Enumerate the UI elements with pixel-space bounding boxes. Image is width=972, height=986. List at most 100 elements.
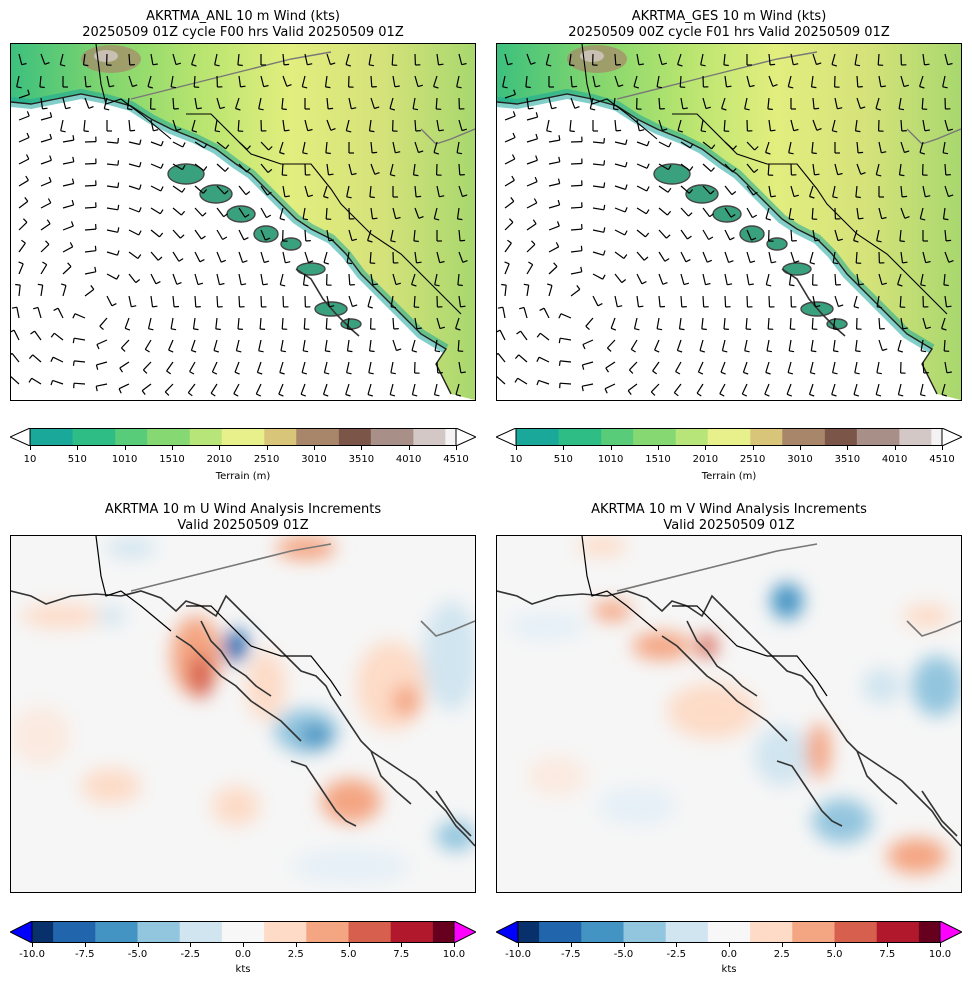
increment-tick-label: 0.0 bbox=[721, 949, 737, 960]
terrain-tick-mark bbox=[266, 446, 268, 450]
terrain-tick-mark bbox=[894, 446, 896, 450]
terrain-tick-label: 3510 bbox=[834, 454, 861, 465]
u-inc-title-line1: AKRTMA 10 m U Wind Analysis Increments bbox=[104, 502, 382, 517]
increment-tick-label: -10.0 bbox=[19, 949, 45, 960]
increment-tick-label: 7.5 bbox=[879, 949, 896, 960]
terrain-tick-mark bbox=[124, 446, 126, 450]
terrain-colorbar-graphic bbox=[8, 427, 478, 447]
u-state-line-2 bbox=[420, 620, 475, 637]
increment-tick-label: 10.0 bbox=[442, 949, 466, 960]
v-state-line bbox=[616, 543, 818, 592]
v-inc-title-line2: Valid 20250509 01Z bbox=[663, 518, 795, 533]
u-border bbox=[95, 536, 342, 697]
anl-terrain-colorbar-label: Terrain (m) bbox=[215, 471, 271, 482]
terrain-colorbar-graphic bbox=[494, 427, 964, 447]
wind-barbs bbox=[497, 53, 954, 397]
increment-tick-mark bbox=[84, 943, 86, 947]
increment-tick-mark bbox=[676, 943, 678, 947]
terrain-tick-mark bbox=[516, 446, 517, 450]
increment-tick-label: 5.0 bbox=[826, 949, 843, 960]
terrain-tick-label: 2510 bbox=[739, 454, 766, 465]
increment-tick-mark bbox=[781, 943, 783, 947]
terrain-tick-mark bbox=[752, 446, 754, 450]
terrain-tick-mark bbox=[705, 446, 707, 450]
increment-tick-mark bbox=[401, 943, 403, 947]
increment-tick-mark bbox=[834, 943, 836, 947]
ges-terrain-colorbar-label: Terrain (m) bbox=[701, 471, 757, 482]
terrain-tick-label: 10 bbox=[509, 454, 523, 465]
terrain-tick-mark bbox=[658, 446, 659, 450]
increment-tick-mark bbox=[454, 943, 455, 947]
terrain-tick-label: 510 bbox=[553, 454, 573, 465]
terrain-tick-mark bbox=[456, 446, 457, 450]
increment-tick-label: -7.5 bbox=[560, 949, 581, 960]
terrain-tick-mark bbox=[314, 446, 315, 450]
increment-tick-mark bbox=[243, 943, 244, 947]
u-inc-title-line2: Valid 20250509 01Z bbox=[177, 518, 309, 533]
terrain-tick-label: 4010 bbox=[395, 454, 422, 465]
anl-wind-map bbox=[10, 43, 476, 401]
ges-title-line1: AKRTMA_GES 10 m Wind (kts) bbox=[631, 9, 827, 24]
u-increment-plot bbox=[11, 536, 475, 884]
increment-tick-mark bbox=[940, 943, 941, 947]
terrain-tick-label: 3010 bbox=[301, 454, 327, 465]
v-border bbox=[581, 536, 828, 697]
u-inc-panel-title: AKRTMA 10 m U Wind Analysis Increments V… bbox=[10, 502, 476, 534]
increment-tick-label: 10.0 bbox=[928, 949, 952, 960]
increment-tick-mark bbox=[623, 943, 625, 947]
increment-tick-label: 2.5 bbox=[287, 949, 304, 960]
terrain-tick-mark bbox=[563, 446, 565, 450]
increment-tick-label: -2.5 bbox=[666, 949, 687, 960]
increment-tick-mark bbox=[887, 943, 889, 947]
increment-tick-label: 0.0 bbox=[235, 949, 251, 960]
v-state-line-2 bbox=[906, 620, 961, 637]
terrain-tick-label: 1510 bbox=[645, 454, 671, 465]
u-state-line bbox=[130, 543, 332, 592]
increment-tick-mark bbox=[295, 943, 297, 947]
u-inc-colorbar-label: kts bbox=[235, 964, 251, 975]
terrain-tick-mark bbox=[800, 446, 801, 450]
increment-tick-mark bbox=[570, 943, 572, 947]
terrain-tick-label: 4010 bbox=[881, 454, 908, 465]
terrain-tick-label: 2510 bbox=[253, 454, 280, 465]
increment-tick-label: -5.0 bbox=[613, 949, 634, 960]
terrain-tick-label: 4510 bbox=[443, 454, 469, 465]
wind-barbs bbox=[11, 53, 468, 397]
terrain-tick-mark bbox=[77, 446, 79, 450]
increment-tick-mark bbox=[729, 943, 730, 947]
terrain-tick-mark bbox=[172, 446, 173, 450]
u-increment-map bbox=[10, 535, 476, 893]
increment-tick-label: 7.5 bbox=[393, 949, 410, 960]
increment-tick-mark bbox=[348, 943, 350, 947]
anl-panel-title: AKRTMA_ANL 10 m Wind (kts) 20250509 01Z … bbox=[10, 9, 476, 41]
terrain-tick-label: 4510 bbox=[929, 454, 955, 465]
terrain-tick-label: 1010 bbox=[597, 454, 624, 465]
terrain-tick-mark bbox=[361, 446, 363, 450]
v-inc-colorbar-label: kts bbox=[721, 964, 737, 975]
increment-tick-label: -2.5 bbox=[180, 949, 201, 960]
increment-tick-label: -10.0 bbox=[505, 949, 531, 960]
increment-tick-mark bbox=[518, 943, 519, 947]
terrain-tick-mark bbox=[30, 446, 31, 450]
anl-title-line1: AKRTMA_ANL 10 m Wind (kts) bbox=[146, 9, 340, 24]
terrain-tick-label: 3510 bbox=[348, 454, 375, 465]
increment-colorbar-graphic bbox=[494, 920, 964, 944]
terrain-wind-plot bbox=[11, 44, 475, 400]
terrain-tick-label: 1510 bbox=[159, 454, 185, 465]
increment-tick-mark bbox=[190, 943, 192, 947]
anl-title-line2: 20250509 01Z cycle F00 hrs Valid 2025050… bbox=[82, 25, 404, 40]
terrain-tick-label: 2010 bbox=[692, 454, 719, 465]
terrain-tick-mark bbox=[408, 446, 410, 450]
u-increment-field bbox=[11, 536, 475, 884]
terrain-wind-plot bbox=[497, 44, 961, 400]
v-inc-panel-title: AKRTMA 10 m V Wind Analysis Increments V… bbox=[496, 502, 962, 534]
terrain-tick-mark bbox=[942, 446, 943, 450]
terrain-tick-label: 510 bbox=[67, 454, 87, 465]
v-inc-colorbar bbox=[494, 920, 964, 944]
ges-wind-map bbox=[496, 43, 962, 401]
terrain-tick-mark bbox=[610, 446, 612, 450]
increment-tick-label: -5.0 bbox=[127, 949, 148, 960]
increment-tick-mark bbox=[32, 943, 33, 947]
increment-tick-mark bbox=[137, 943, 139, 947]
ges-title-line2: 20250509 00Z cycle F01 hrs Valid 2025050… bbox=[568, 25, 890, 40]
